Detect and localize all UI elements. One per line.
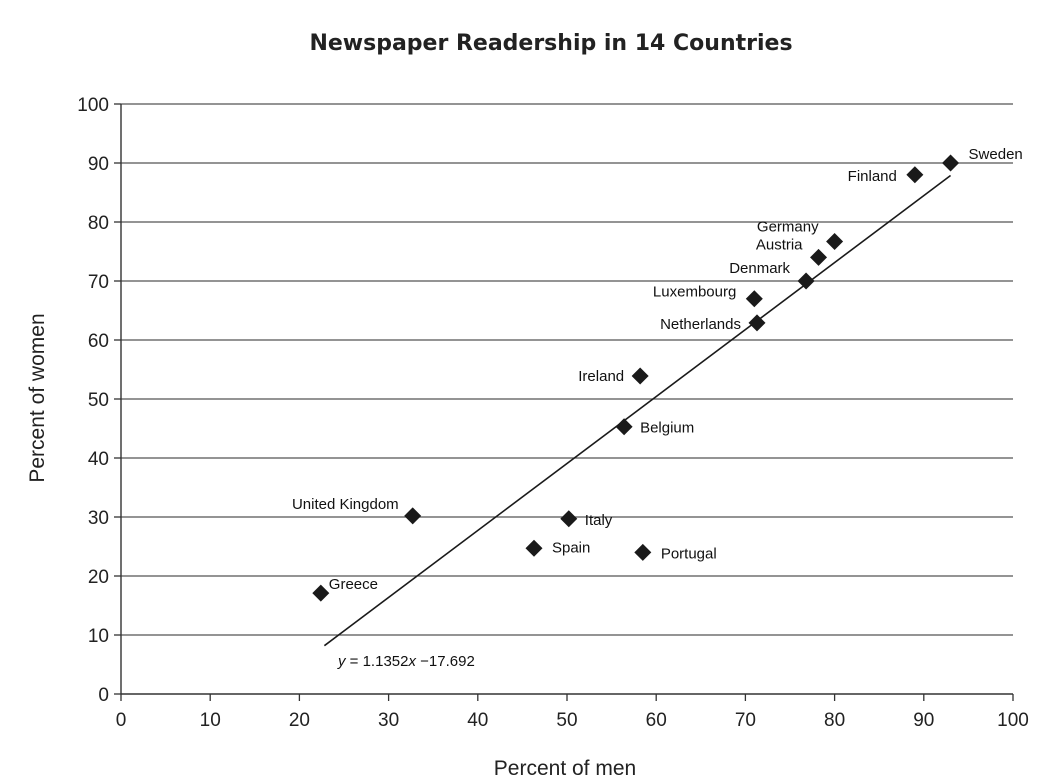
y-tick-label-90: 90 [88, 154, 109, 175]
point-label-united-kingdom: United Kingdom [292, 496, 399, 513]
x-tick-label-0: 0 [116, 710, 127, 731]
point-ireland [631, 367, 649, 385]
x-axis-ticks: 0 10 20 30 40 50 60 70 80 90 100 [116, 694, 1029, 731]
point-label-netherlands: Netherlands [660, 316, 741, 333]
y-tick-label-0: 0 [98, 685, 109, 706]
y-tick-label-80: 80 [88, 213, 109, 234]
point-label-spain: Spain [552, 539, 590, 556]
x-tick-label-40: 40 [467, 710, 488, 731]
point-sweden [942, 154, 960, 172]
gridlines [121, 103, 1013, 636]
y-tick-label-70: 70 [88, 272, 109, 293]
data-points [312, 154, 960, 602]
point-portugal [634, 543, 652, 561]
point-label-germany: Germany [757, 218, 819, 235]
point-netherlands [748, 314, 766, 332]
point-greece [312, 584, 330, 602]
point-belgium [615, 418, 633, 436]
y-axis-label: Percent of women [26, 313, 49, 482]
point-luxembourg [745, 290, 763, 308]
y-tick-label-30: 30 [88, 508, 109, 529]
x-tick-label-10: 10 [200, 710, 221, 731]
point-spain [525, 539, 543, 557]
x-tick-label-70: 70 [735, 710, 756, 731]
x-tick-label-50: 50 [556, 710, 577, 731]
point-label-denmark: Denmark [729, 260, 790, 277]
trendline-equation: y = 1.1352x −17.692 [337, 653, 475, 670]
equation-x: x [407, 653, 416, 670]
point-label-belgium: Belgium [640, 420, 694, 437]
equation-y: y [337, 653, 347, 670]
point-label-greece: Greece [329, 576, 378, 593]
point-label-luxembourg: Luxembourg [653, 284, 736, 301]
x-tick-label-60: 60 [646, 710, 667, 731]
point-label-sweden: Sweden [969, 146, 1023, 163]
point-label-italy: Italy [585, 512, 613, 529]
trendline [323, 174, 952, 647]
y-tick-label-100: 100 [77, 95, 109, 116]
y-tick-label-40: 40 [88, 449, 109, 470]
point-finland [906, 166, 924, 184]
point-label-finland: Finland [848, 168, 897, 185]
point-label-ireland: Ireland [578, 368, 624, 385]
x-tick-label-30: 30 [378, 710, 399, 731]
point-label-portugal: Portugal [661, 545, 717, 562]
x-axis-label: Percent of men [494, 757, 636, 780]
y-tick-label-10: 10 [88, 626, 109, 647]
point-italy [560, 510, 578, 528]
y-tick-label-20: 20 [88, 567, 109, 588]
point-label-austria: Austria [756, 236, 803, 253]
y-tick-label-50: 50 [88, 390, 109, 411]
x-tick-label-100: 100 [997, 710, 1029, 731]
y-tick-label-60: 60 [88, 331, 109, 352]
point-united-kingdom [404, 507, 422, 525]
y-axis-ticks: 0 10 20 30 40 50 60 70 80 90 100 [77, 95, 121, 706]
trendline-group [323, 174, 952, 647]
x-tick-label-80: 80 [824, 710, 845, 731]
chart-title: Newspaper Readership in 14 Countries [309, 31, 792, 56]
point-germany [826, 232, 844, 250]
point-austria [810, 248, 828, 266]
x-tick-label-90: 90 [913, 710, 934, 731]
point-denmark [797, 272, 815, 290]
equation-mid: = 1.1352 [346, 653, 409, 670]
equation-suffix: −17.692 [416, 653, 475, 670]
x-tick-label-20: 20 [289, 710, 310, 731]
